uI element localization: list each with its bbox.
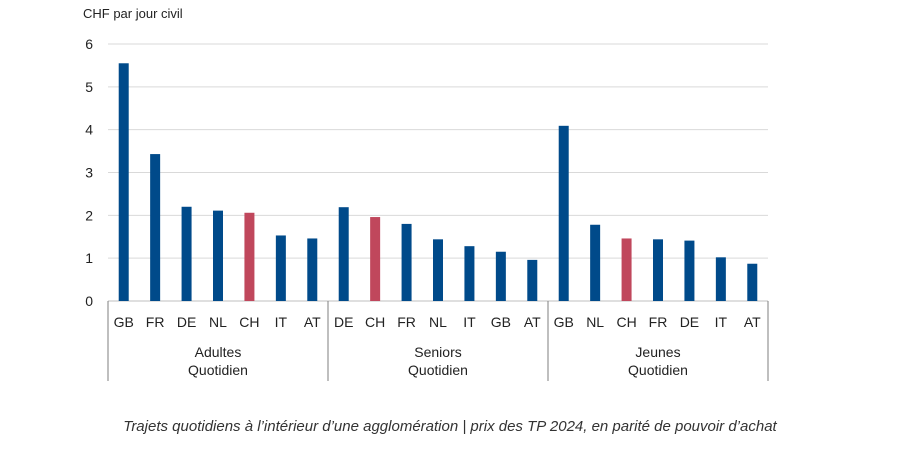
y-tick-label: 4 — [85, 122, 93, 138]
y-tick-label: 5 — [85, 79, 93, 95]
x-tick-label: NL — [586, 314, 604, 330]
bar-seniors-ch — [370, 217, 381, 301]
x-tick-label: NL — [429, 314, 447, 330]
y-axis-title: CHF par jour civil — [83, 6, 183, 21]
group-sublabel: Quotidien — [188, 362, 248, 378]
x-tick-label: DE — [334, 314, 353, 330]
y-tick-label: 3 — [85, 165, 93, 181]
x-tick-label: GB — [491, 314, 511, 330]
x-tick-label: AT — [524, 314, 541, 330]
bar-adultes-de — [181, 206, 192, 301]
bar-jeunes-gb — [558, 125, 569, 301]
group-sublabel: Quotidien — [628, 362, 688, 378]
y-tick-label: 2 — [85, 207, 93, 223]
bar-jeunes-fr — [653, 239, 663, 301]
bar-jeunes-nl — [590, 224, 601, 301]
x-tick-label: CH — [365, 314, 385, 330]
x-tick-label: AT — [304, 314, 321, 330]
x-tick-label: DE — [680, 314, 699, 330]
x-tick-label: DE — [177, 314, 196, 330]
bar-jeunes-it — [715, 257, 726, 301]
x-tick-label: CH — [239, 314, 259, 330]
y-tick-label: 0 — [85, 293, 93, 309]
x-tick-label: IT — [275, 314, 288, 330]
x-tick-label: CH — [616, 314, 636, 330]
chart-caption: Trajets quotidiens à l’intérieur d’une a… — [123, 418, 777, 435]
bar-seniors-de — [338, 207, 349, 301]
group-label: Jeunes — [635, 344, 680, 360]
bar-adultes-it — [275, 235, 286, 301]
y-tick-label: 1 — [85, 250, 93, 266]
x-tick-label: IT — [463, 314, 476, 330]
y-tick-label: 6 — [85, 36, 93, 52]
group-label: Adultes — [195, 344, 242, 360]
bar-adultes-gb — [118, 63, 129, 302]
x-tick-label: FR — [146, 314, 165, 330]
x-tick-label: AT — [744, 314, 761, 330]
bar-adultes-ch — [244, 212, 255, 301]
bar-seniors-at — [527, 259, 538, 301]
x-tick-label: GB — [554, 314, 574, 330]
group-sublabel: Quotidien — [408, 362, 468, 378]
bar-jeunes-ch — [621, 238, 632, 301]
bar-seniors-nl — [433, 239, 443, 301]
bar-adultes-nl — [213, 210, 223, 301]
bar-adultes-fr — [150, 154, 161, 301]
bar-seniors-fr — [401, 223, 412, 301]
bar-seniors-it — [464, 246, 475, 301]
x-tick-label: IT — [715, 314, 728, 330]
x-tick-label: NL — [209, 314, 227, 330]
group-label: Seniors — [414, 344, 461, 360]
bar-seniors-gb — [495, 251, 506, 301]
x-tick-label: FR — [649, 314, 668, 330]
x-tick-label: GB — [114, 314, 134, 330]
bar-jeunes-de — [684, 240, 695, 301]
bar-jeunes-at — [747, 263, 758, 301]
x-tick-label: FR — [397, 314, 416, 330]
bar-adultes-at — [307, 238, 318, 301]
